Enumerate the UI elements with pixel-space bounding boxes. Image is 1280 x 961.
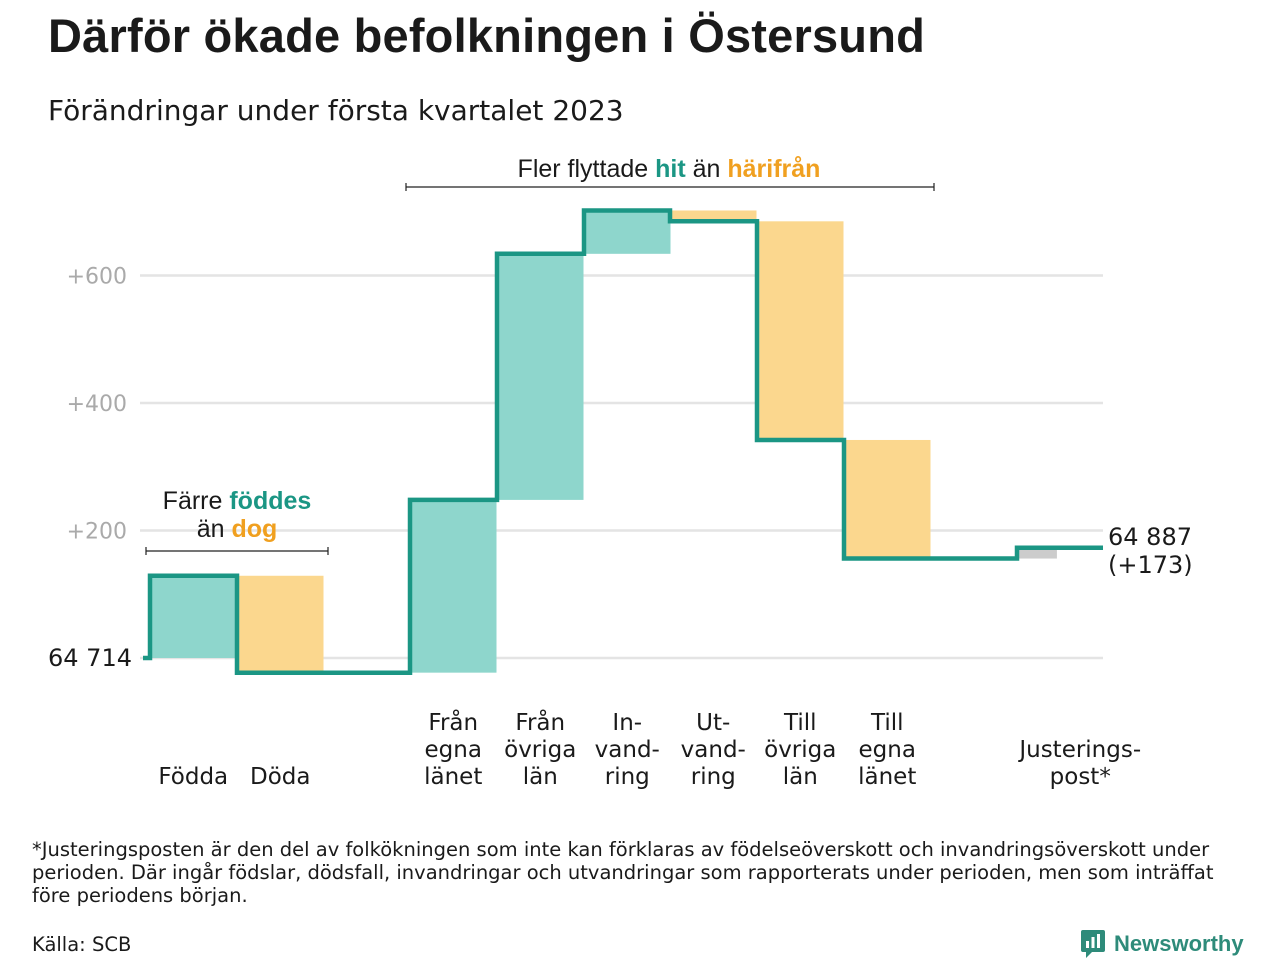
category-label: vand-	[595, 737, 660, 763]
category-label: Från	[428, 708, 478, 736]
start-value-label: 64 714	[48, 644, 132, 672]
category-label: Justerings-	[1017, 737, 1141, 763]
annotation-part: härifrån	[727, 155, 820, 183]
category-label: egna	[425, 737, 482, 763]
chart-title: Därför ökade befolkningen i Östersund	[48, 9, 926, 62]
annotation-part: Färre	[163, 487, 230, 515]
category-label: länet	[858, 764, 916, 790]
category-label: Från	[515, 708, 565, 736]
y-tick-label: +400	[67, 392, 127, 417]
brand-logo: Newsworthy	[1080, 927, 1244, 961]
bar-7	[844, 439, 931, 559]
y-tick-label: +600	[67, 265, 127, 290]
bar-3	[497, 253, 584, 500]
chart-subtitle: Förändringar under första kvartalet 2023	[48, 94, 624, 127]
annotation-part: föddes	[229, 487, 311, 515]
category-label: övriga	[764, 737, 836, 763]
annotation-part: hit	[655, 155, 686, 183]
bar-6	[757, 221, 844, 440]
category-label: In-	[612, 710, 642, 736]
footnote: *Justeringsposten är den del av folkökni…	[32, 838, 1214, 907]
category-label: län	[523, 764, 558, 790]
category-label: Ut-	[696, 710, 730, 736]
category-label: vand-	[681, 737, 746, 763]
category-label: Till	[783, 710, 817, 736]
annotation-born-line2: än dog	[197, 515, 278, 543]
category-label: Till	[870, 710, 904, 736]
cumulative-step-line	[143, 208, 1103, 675]
annotation-born-line1: Färre föddes	[163, 487, 312, 515]
bar-8	[1018, 547, 1057, 559]
bar-1	[237, 575, 324, 673]
end-value-label: 64 887	[1108, 523, 1192, 551]
waterfall-chart: +200 +400 +600 64 714 64 887(+173) Födda Döda F…	[48, 155, 1193, 790]
category-label: post*	[1050, 764, 1111, 790]
category-label: Födda	[158, 764, 228, 790]
bar-0	[150, 575, 237, 658]
brand-name: Newsworthy	[1114, 931, 1244, 956]
annotation-moved: Fler flyttade hit än härifrån	[518, 155, 821, 183]
category-label: Döda	[250, 764, 310, 790]
category-label: ring	[605, 764, 650, 790]
end-value-label: (+173)	[1108, 551, 1193, 579]
y-tick-label: +200	[67, 520, 127, 545]
category-label: egna	[859, 737, 916, 763]
bar-5	[670, 210, 757, 222]
annotation-part: än	[686, 155, 728, 183]
annotation-part: dog	[231, 515, 277, 543]
category-label: ring	[691, 764, 736, 790]
source-label: Källa: SCB	[32, 933, 132, 956]
category-label: övriga	[504, 737, 576, 763]
bar-4	[584, 210, 671, 254]
category-label: länet	[424, 764, 482, 790]
bar-2	[410, 499, 497, 673]
annotation-part: Fler flyttade	[518, 155, 656, 183]
annotation-part: än	[197, 515, 232, 543]
category-label: län	[783, 764, 818, 790]
newsworthy-logo-icon	[1081, 930, 1105, 958]
